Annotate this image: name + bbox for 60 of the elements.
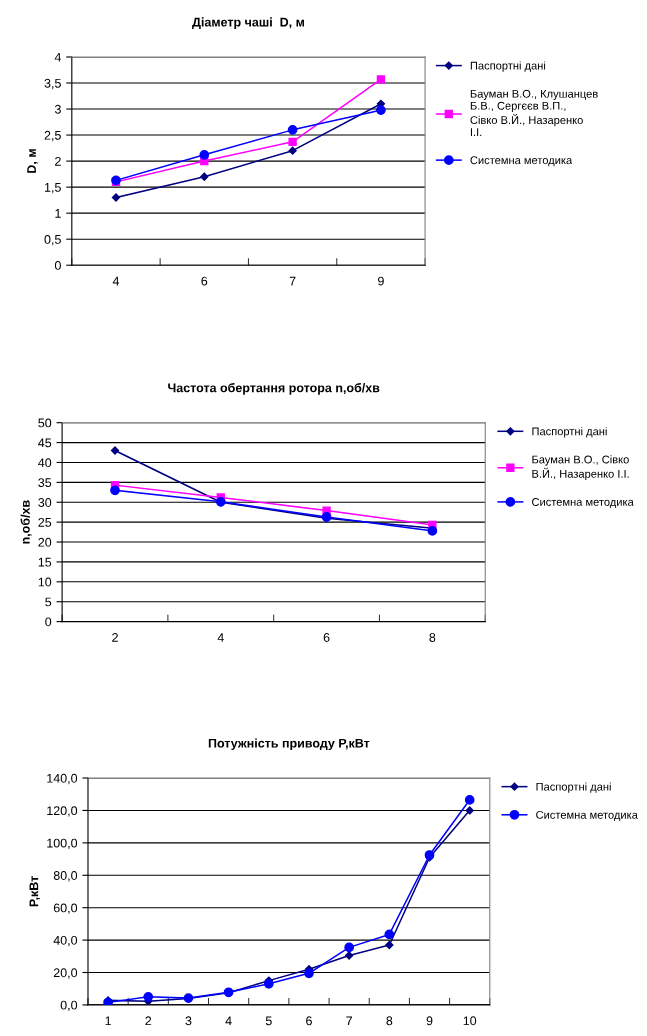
x-tick-label: 8: [386, 1016, 393, 1026]
x-tick-label: 6: [323, 633, 330, 642]
y-tick-label: 20: [38, 537, 52, 547]
x-tick-label: 4: [217, 633, 224, 642]
y-axis-title: n,об/хв: [20, 500, 32, 544]
y-tick-label: 60,0: [53, 903, 78, 914]
y-tick-label: 140,0: [47, 773, 78, 785]
legend-label: Системна методика: [536, 810, 638, 821]
x-tick-label: 2: [112, 633, 118, 642]
y-tick-label: 0: [45, 617, 52, 627]
y-tick-label: 50: [38, 418, 52, 428]
x-tick-label: 1: [105, 1016, 111, 1026]
x-tick-label: 8: [429, 633, 436, 642]
legend-label: Паспортні дані: [536, 782, 611, 793]
x-tick-label: 3: [185, 1016, 192, 1026]
x-tick-label: 4: [112, 276, 120, 286]
y-tick-label: 2: [55, 156, 61, 166]
chart-title: Частота обертання ротора n,об/хв: [168, 382, 380, 395]
y-tick-label: 25: [38, 517, 52, 527]
y-tick-label: 0: [54, 261, 61, 270]
y-tick-label: 2,5: [44, 130, 61, 142]
y-axis-title: D, м: [27, 149, 38, 173]
y-tick-label: 45: [38, 438, 52, 448]
legend-label: Системна методика: [532, 498, 634, 508]
y-tick-label: 10: [38, 577, 52, 587]
x-tick-label: 9: [426, 1016, 433, 1026]
legend-label: Паспортні дані: [532, 427, 607, 438]
y-tick-label: 100,0: [47, 838, 78, 849]
y-tick-label: 20,0: [53, 968, 78, 979]
y-tick-label: 1,5: [44, 183, 61, 194]
y-tick-label: 0,5: [44, 234, 61, 246]
y-tick-label: 40,0: [53, 935, 78, 947]
y-tick-label: 30: [38, 498, 52, 507]
x-tick-label: 7: [346, 1016, 352, 1026]
x-tick-label: 9: [378, 276, 384, 286]
legend-label: Паспортні дані: [470, 61, 546, 72]
y-tick-label: 15: [38, 557, 52, 567]
y-tick-label: 1: [55, 209, 61, 218]
y-tick-label: 35: [38, 478, 52, 488]
y-tick-label: 5: [45, 597, 52, 607]
y-tick-label: 4: [54, 52, 62, 62]
x-tick-label: 4: [225, 1016, 232, 1026]
x-tick-label: 6: [306, 1016, 312, 1026]
x-tick-label: 6: [201, 276, 208, 286]
legend-label: Бауман В.О., Сівко В.Й., Назаренко І.І.: [532, 455, 629, 480]
legend-label: Бауман В.О., Клушанцев Б.В., Сергєєв В.П., Сівко В.Й., Назаренко І.І.: [470, 89, 598, 136]
x-tick-label: 5: [265, 1016, 272, 1026]
y-tick-label: 0,0: [60, 1000, 78, 1012]
x-tick-label: 7: [289, 276, 296, 286]
y-tick-label: 80,0: [53, 871, 78, 882]
x-tick-label: 10: [463, 1016, 477, 1026]
y-tick-label: 120,0: [47, 806, 78, 817]
y-axis-title: P,кВт: [29, 876, 41, 907]
y-tick-label: 40: [38, 458, 52, 468]
chart-title: Діаметр чаші D, м: [192, 17, 305, 30]
y-tick-label: 3,5: [44, 78, 61, 90]
legend-label: Системна методика: [470, 156, 573, 167]
x-tick-label: 2: [145, 1016, 152, 1026]
chart-title: Потужність приводу P,кВт: [208, 738, 370, 751]
y-tick-label: 3: [54, 104, 61, 114]
